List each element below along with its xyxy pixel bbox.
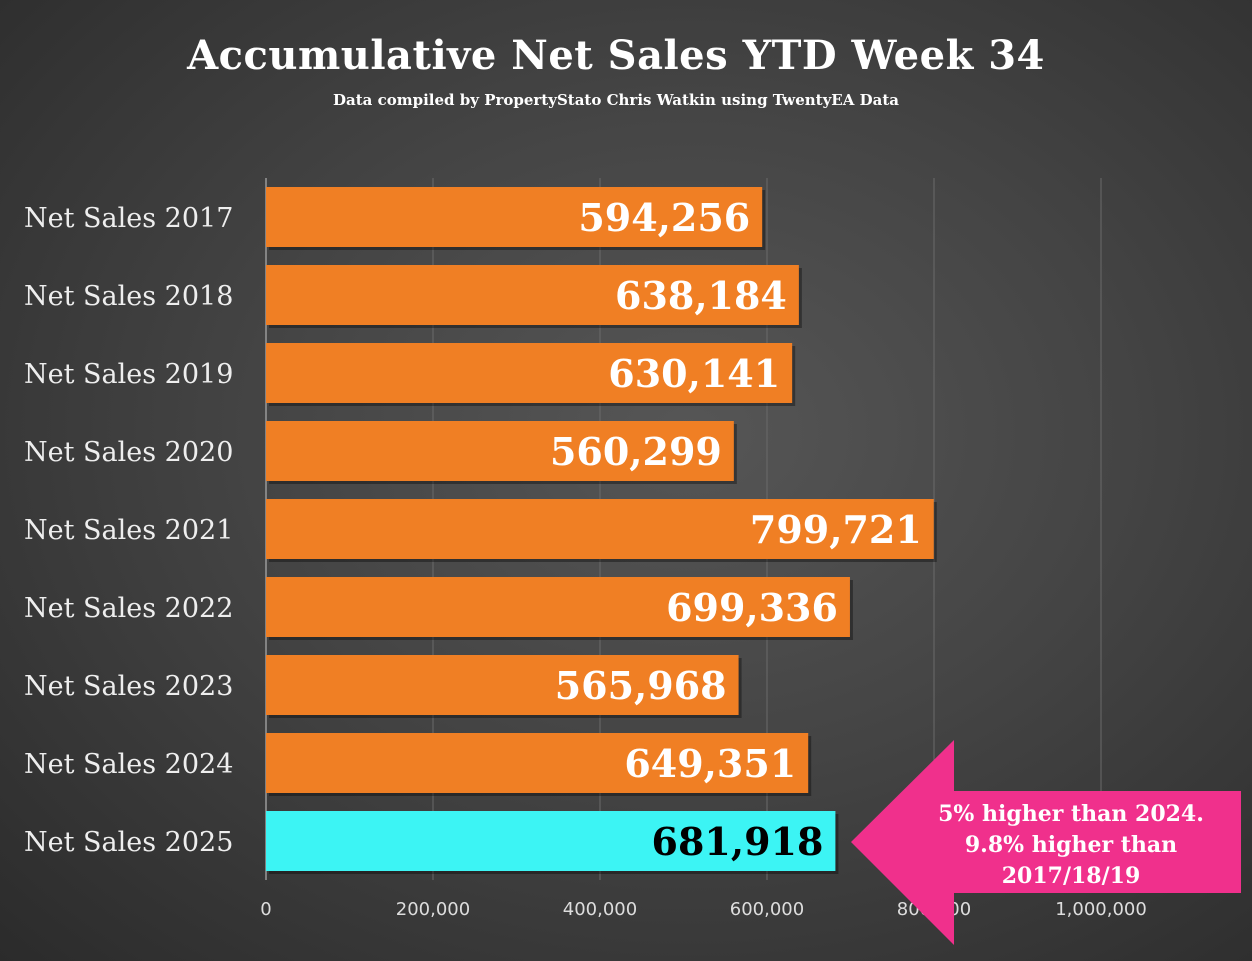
- bar-value-label: 594,256: [578, 195, 750, 240]
- x-tick-label: 600,000: [730, 899, 804, 920]
- bar: [266, 733, 809, 793]
- x-tick-label: 1,000,000: [1055, 899, 1147, 920]
- bar: [266, 811, 836, 871]
- bar: [266, 343, 793, 403]
- x-tick-label: 200,000: [396, 899, 470, 920]
- bar-value-label: 630,141: [608, 351, 780, 396]
- bar: [266, 187, 763, 247]
- bar: [266, 577, 850, 637]
- bar-value-label: 565,968: [555, 663, 727, 708]
- bar: [266, 499, 934, 559]
- bar-value-label: 799,721: [750, 507, 922, 552]
- bar-value-label: 638,184: [615, 273, 787, 318]
- bar-value-label: 560,299: [550, 429, 722, 474]
- category-label: Net Sales 2025: [24, 827, 233, 858]
- category-label: Net Sales 2024: [24, 749, 233, 780]
- category-label: Net Sales 2022: [24, 593, 233, 624]
- category-label: Net Sales 2019: [24, 359, 233, 390]
- chart-title: Accumulative Net Sales YTD Week 34: [187, 32, 1045, 79]
- annotation-text: 9.8% higher than: [965, 832, 1177, 858]
- bar-value-label: 681,918: [652, 819, 824, 864]
- annotation-text: 2017/18/19: [1002, 863, 1141, 889]
- x-tick-label: 0: [260, 899, 271, 920]
- bar-value-label: 649,351: [624, 741, 796, 786]
- bar: [266, 421, 734, 481]
- x-tick-label: 400,000: [563, 899, 637, 920]
- bar: [266, 265, 799, 325]
- bar: [266, 655, 739, 715]
- annotation-arrow: [851, 740, 1241, 945]
- category-label: Net Sales 2021: [24, 515, 233, 546]
- category-label: Net Sales 2020: [24, 437, 233, 468]
- bar-value-label: 699,336: [666, 585, 838, 630]
- category-label: Net Sales 2017: [24, 203, 233, 234]
- chart-subtitle: Data compiled by PropertyStato Chris Wat…: [333, 91, 899, 109]
- category-label: Net Sales 2023: [24, 671, 233, 702]
- category-label: Net Sales 2018: [24, 281, 233, 312]
- annotation-text: 5% higher than 2024.: [938, 801, 1204, 827]
